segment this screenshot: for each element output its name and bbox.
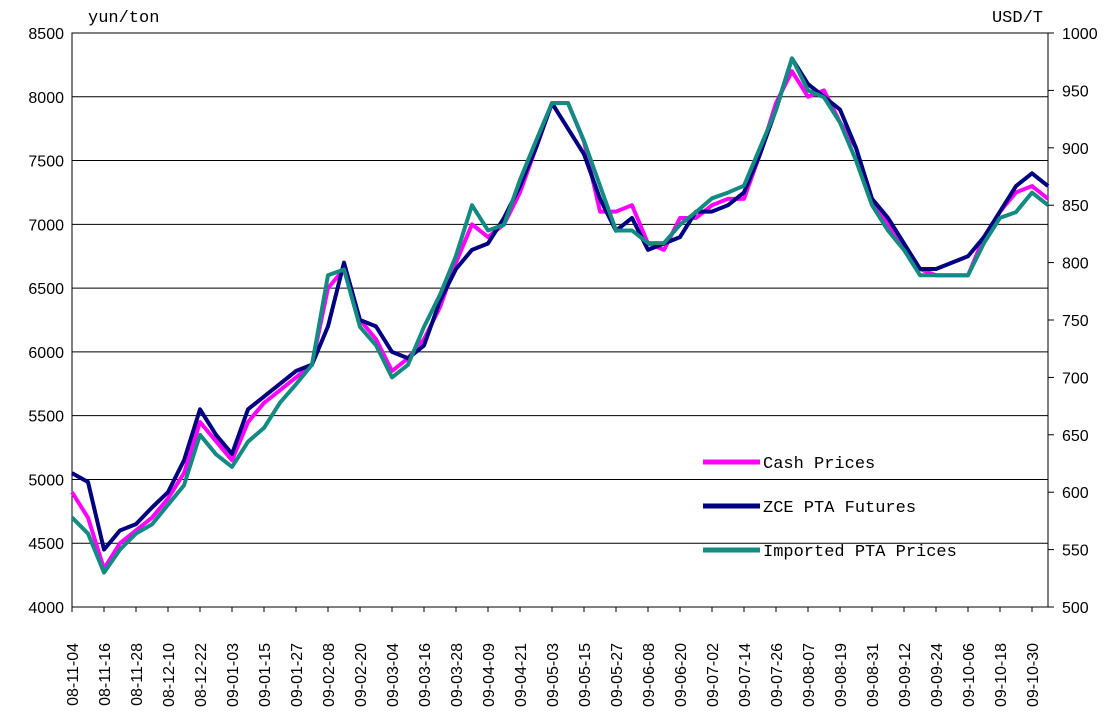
x-tick-label: 08-11-16 [97,643,114,706]
y2-tick-label: 800 [1062,256,1089,273]
x-tick-label: 09-05-03 [545,643,562,707]
x-tick-label: 08-12-10 [161,643,178,707]
y-tick-label: 7500 [28,154,64,171]
y2-tick-label: 900 [1062,141,1089,158]
x-tick-label: 09-09-12 [897,643,914,707]
y-tick-label: 8000 [28,90,64,107]
y-tick-label: 4500 [28,536,64,553]
x-tick-label: 09-06-08 [641,643,658,707]
legend-label: ZCE PTA Futures [763,499,916,518]
x-tick-label: 09-03-16 [417,643,434,707]
y2-tick-label: 850 [1062,198,1089,215]
x-tick-label: 09-07-02 [705,643,722,707]
x-tick-label: 08-12-22 [193,643,210,707]
x-tick-label: 09-02-20 [353,643,370,707]
y-tick-label: 8500 [28,26,64,43]
x-tick-label: 09-10-30 [1025,643,1042,707]
y2-tick-label: 700 [1062,370,1089,387]
x-tick-label: 08-11-04 [65,643,82,706]
y2-axis-label: USD/T [992,9,1043,28]
y-axis-label: yun/ton [88,9,159,28]
x-tick-label: 09-03-04 [385,643,402,707]
x-tick-label: 09-05-27 [609,643,626,707]
y-tick-label: 6500 [28,281,64,298]
x-tick-label: 08-11-28 [129,643,146,706]
y-tick-label: 5500 [28,409,64,426]
series-line [70,56,1050,575]
x-tick-label: 09-01-27 [289,643,306,707]
x-tick-label: 09-07-14 [737,643,754,707]
x-tick-label: 09-01-15 [257,643,274,707]
x-tick-label: 09-02-08 [321,643,338,707]
x-tick-label: 09-06-20 [673,643,690,707]
x-tick-label: 09-09-24 [929,643,946,707]
x-tick-label: 09-04-21 [513,643,530,707]
y-tick-label: 4000 [28,600,64,617]
series-line [71,56,1050,552]
y-tick-label: 7000 [28,217,64,234]
y2-tick-label: 550 [1062,543,1089,560]
y-tick-label: 5000 [28,472,64,489]
y2-tick-label: 650 [1062,428,1089,445]
y-tick-label: 6000 [28,345,64,362]
x-tick-label: 09-01-03 [225,643,242,707]
y2-tick-label: 950 [1062,83,1089,100]
plot-frame [71,32,1049,608]
y2-tick-label: 600 [1062,485,1089,502]
x-tick-label: 09-08-07 [801,643,818,707]
x-tick-label: 09-10-06 [961,643,978,707]
x-tick-label: 09-08-19 [833,643,850,707]
legend-label: Imported PTA Prices [763,543,957,562]
x-tick-label: 09-08-31 [865,643,882,707]
x-tick-label: 09-03-28 [449,643,466,707]
x-tick-label: 09-05-15 [577,643,594,707]
series-line [70,69,1050,571]
y2-tick-label: 750 [1062,313,1089,330]
x-tick-label: 09-07-26 [769,643,786,707]
y2-tick-label: 1000 [1062,26,1098,43]
y2-tick-label: 500 [1062,600,1089,617]
legend-label: Cash Prices [763,455,875,474]
x-tick-label: 09-10-18 [993,643,1010,707]
x-tick-label: 09-04-09 [481,643,498,707]
